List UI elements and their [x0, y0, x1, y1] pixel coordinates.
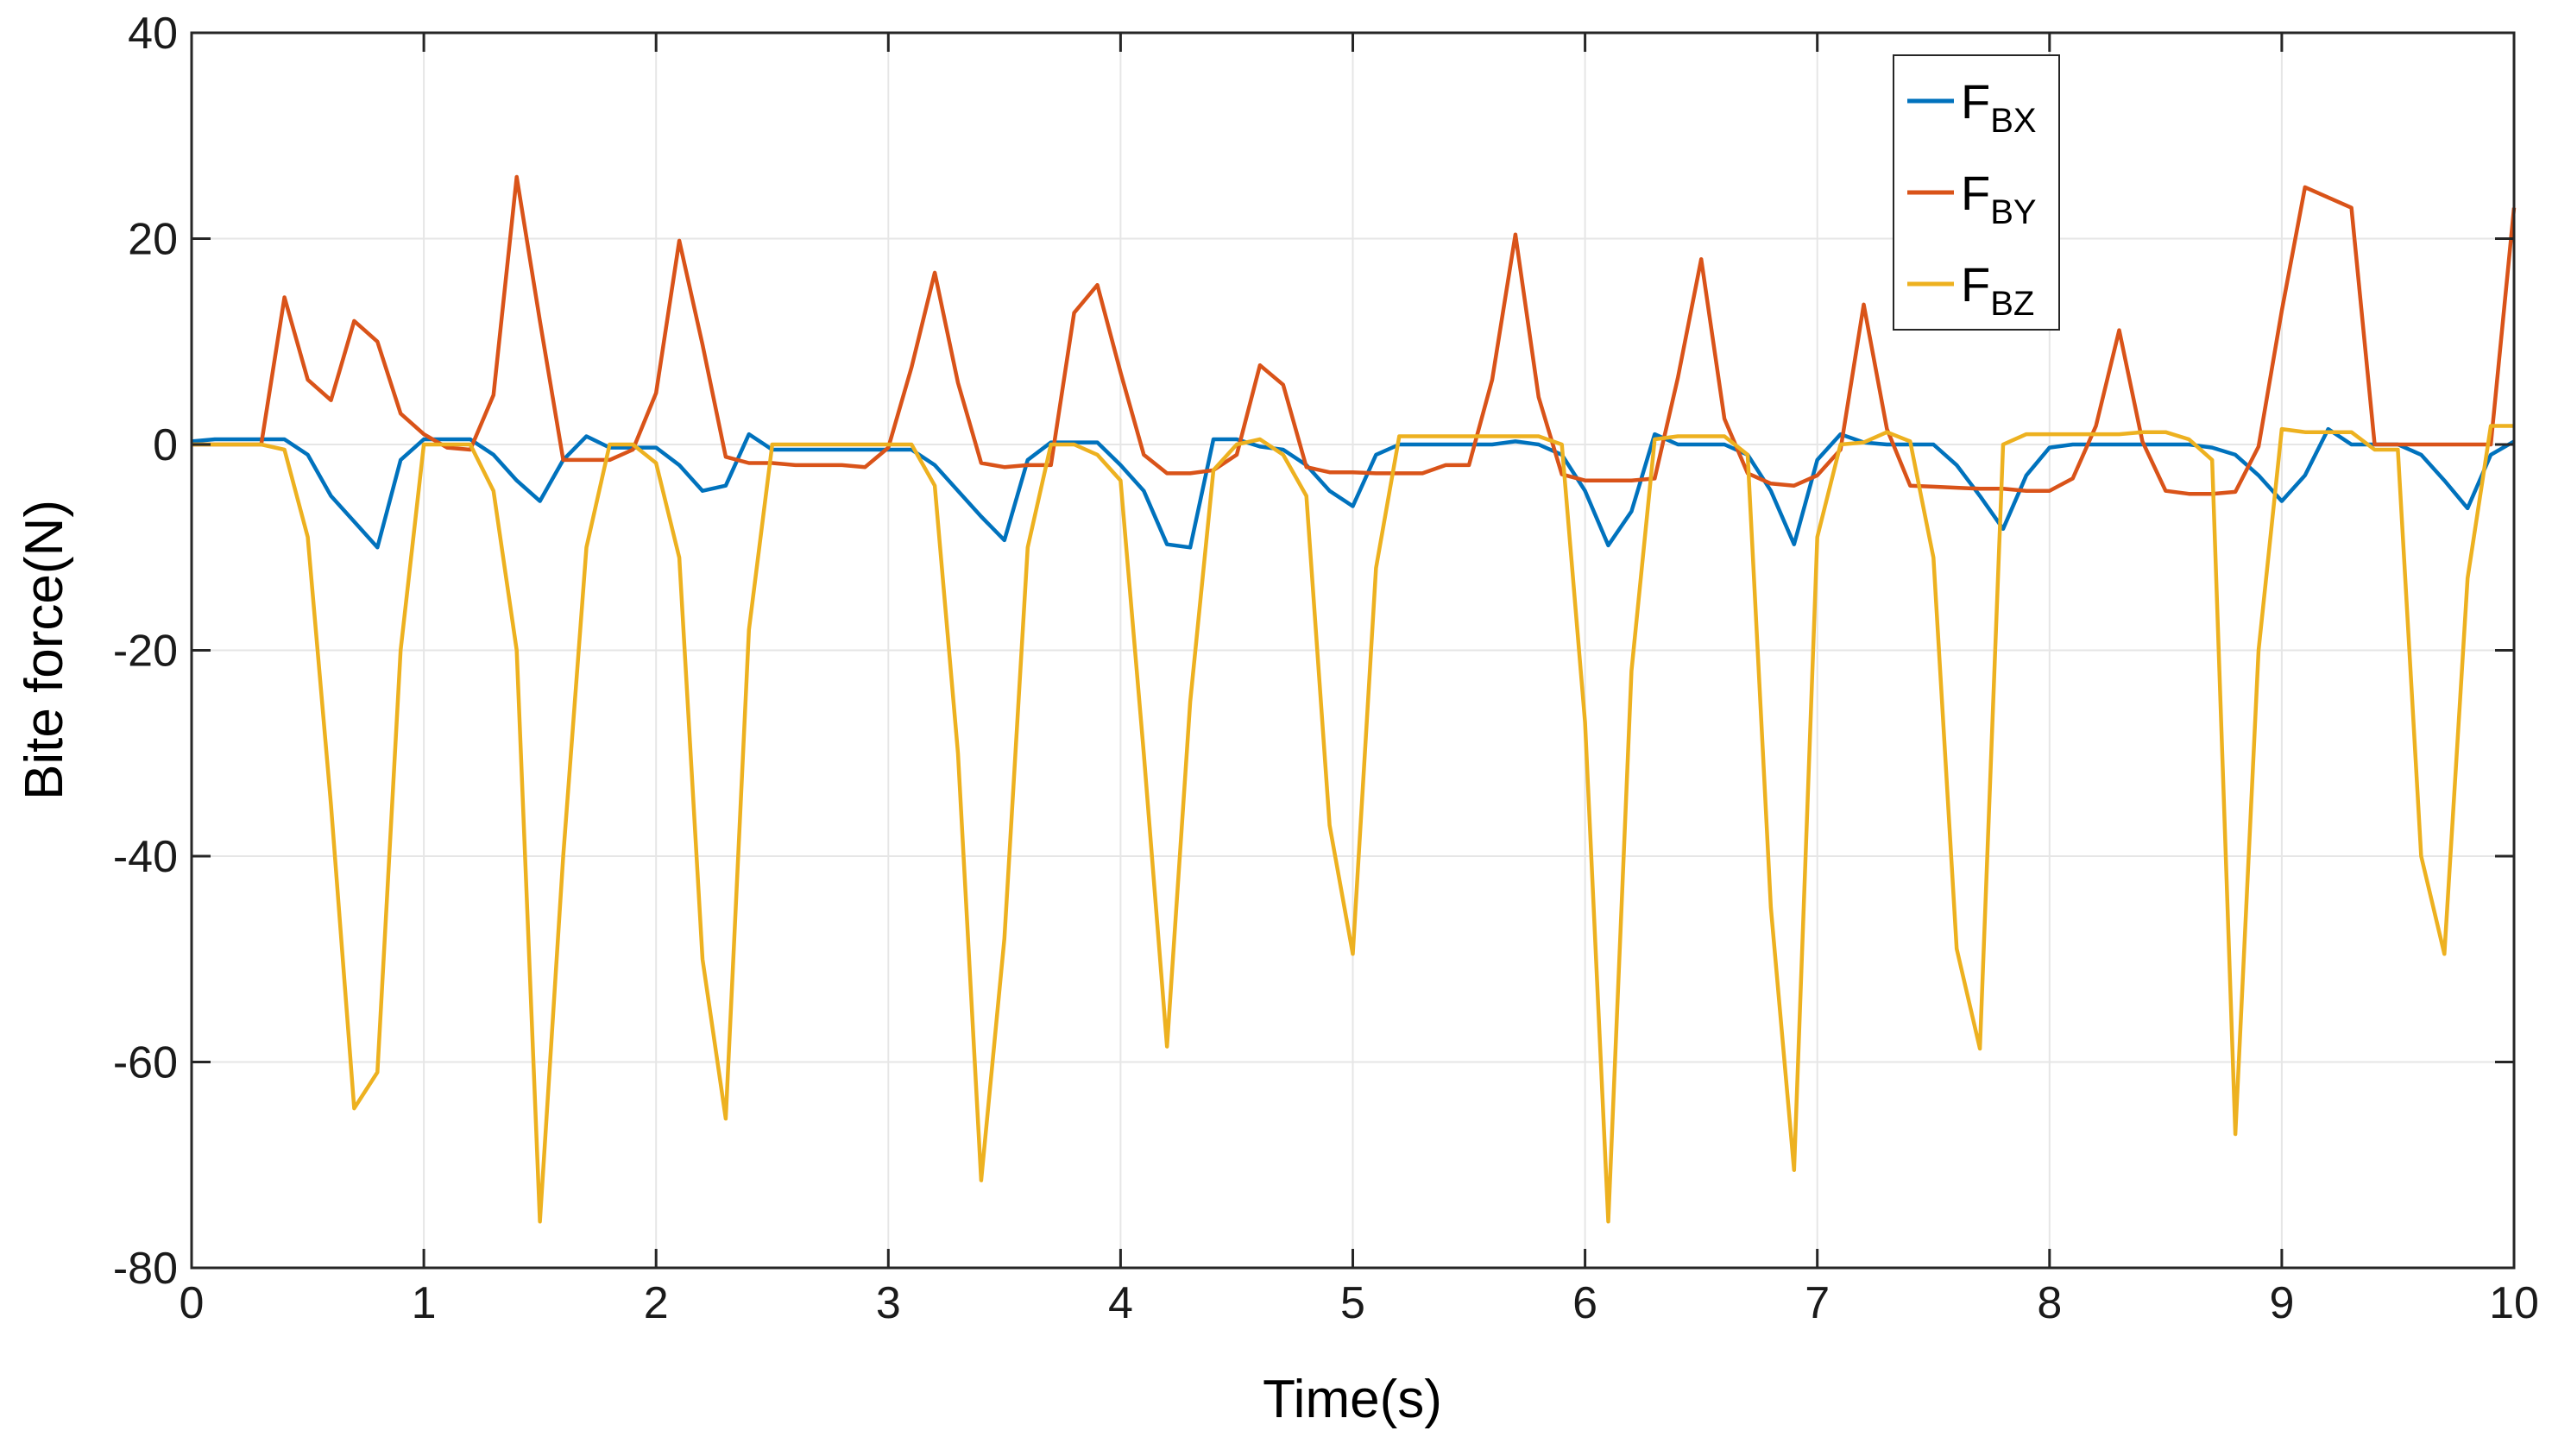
x-tick-label: 8 [2037, 1278, 2062, 1328]
y-axis-label: Bite force(N) [15, 500, 74, 800]
x-tick-label: 5 [1340, 1278, 1365, 1328]
y-tick-label: 0 [153, 420, 178, 470]
y-tick-label: -20 [113, 627, 178, 677]
legend-label: FBX [1961, 74, 2037, 140]
series-layer [191, 174, 2517, 1224]
ticks [190, 31, 2516, 1270]
x-tick-label: 1 [412, 1278, 437, 1328]
legend-label: FBY [1961, 166, 2037, 231]
x-tick-label: 9 [2269, 1278, 2294, 1328]
x-tick-label: 10 [2489, 1278, 2539, 1328]
legend-item-f-by: FBY [1907, 166, 2037, 231]
legend: FBX FBY FBZ [1893, 54, 2060, 331]
y-tick-label: -80 [113, 1244, 178, 1294]
series-line-f-bz [192, 424, 2514, 1224]
legend-item-f-bz: FBZ [1907, 257, 2034, 323]
legend-label: FBZ [1961, 257, 2034, 323]
x-axis-label: Time(s) [1263, 1370, 1442, 1429]
x-tick-label: 7 [1805, 1278, 1830, 1328]
x-tick-label: 0 [180, 1278, 205, 1328]
tick-labels: 0 1 2 3 4 5 6 7 8 9 10 40 20 0 -20 -40 -60 -80 [113, 9, 2539, 1328]
series-line-f-by [192, 174, 2517, 496]
y-tick-label: -60 [113, 1038, 178, 1088]
x-tick-label: 2 [644, 1278, 669, 1328]
y-tick-label: 40 [128, 9, 178, 59]
y-tick-label: -40 [113, 832, 178, 882]
x-tick-label: 3 [876, 1278, 901, 1328]
series-line-f-bx [191, 426, 2516, 550]
y-tick-label: 20 [128, 215, 178, 265]
legend-item-f-bx: FBX [1907, 74, 2037, 140]
x-tick-label: 6 [1572, 1278, 1597, 1328]
x-tick-label: 4 [1108, 1278, 1133, 1328]
